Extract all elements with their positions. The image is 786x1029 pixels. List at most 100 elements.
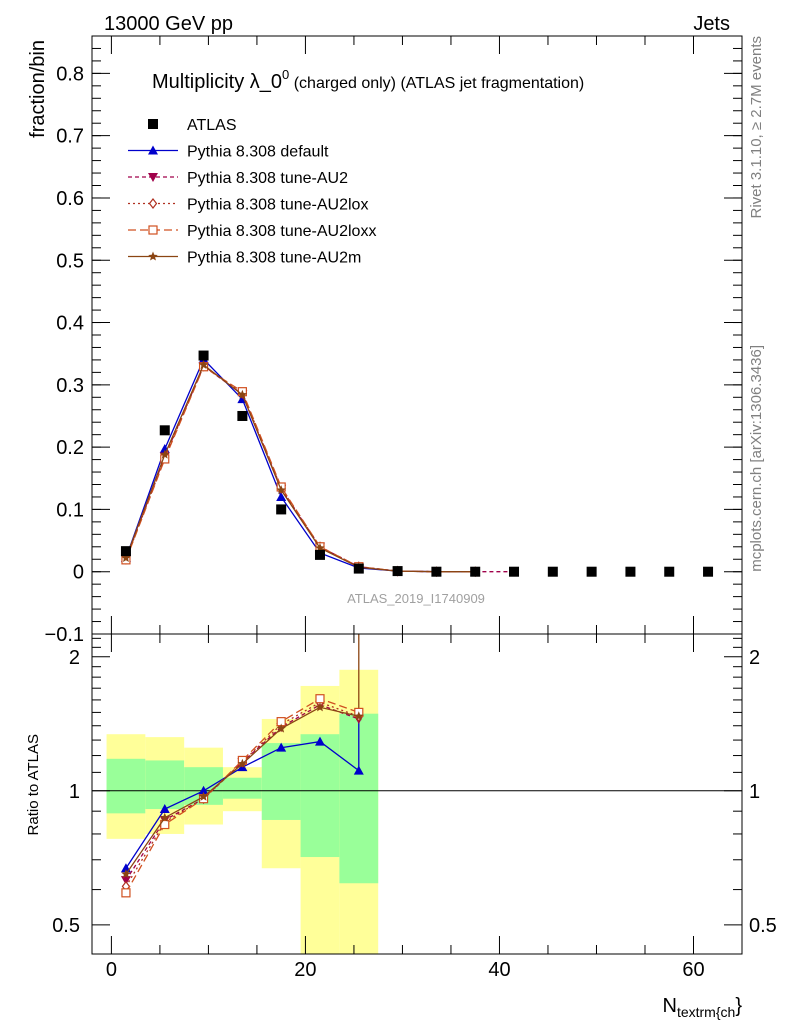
- chart-title-rest: (charged only) (ATLAS jet fragmentation): [289, 75, 584, 92]
- legend-item-2: Pythia 8.308 tune-AU2: [128, 170, 348, 187]
- x-axis-label-close: }: [735, 995, 742, 1017]
- x-axis-label: Ntextrm{ch}: [663, 995, 743, 1020]
- x-axis-label-sub: textrm{ch: [677, 1004, 735, 1020]
- data-point-5: [314, 549, 325, 560]
- ratio-series-4-point-1: [160, 812, 170, 822]
- y-tick-label-ratio-left-0: 0.5: [52, 915, 80, 937]
- legend: ATLAS Pythia 8.308 default Pythia 8.308 tu…: [128, 117, 376, 267]
- series-4-point-5: [315, 543, 325, 553]
- y-tick-label-ratio-left-1: 1: [69, 781, 80, 803]
- legend-item-4: Pythia 8.308 tune-AU2loxx: [128, 223, 376, 240]
- axes: −0.100.10.20.30.40.50.60.70.80 20 40 600.5 0…: [45, 35, 777, 981]
- y-tick-label-main-1: 0: [73, 562, 84, 584]
- data-point-7: [392, 566, 403, 577]
- ratio-series-1-point-0: [120, 876, 131, 886]
- legend-label-4: Pythia 8.308 tune-AU2loxx: [187, 223, 376, 240]
- series-4: [121, 359, 480, 576]
- y-tick-label-ratio-left-2: 2: [69, 647, 80, 669]
- y-tick-label-main-5: 0.4: [56, 313, 84, 335]
- data-points: [120, 350, 714, 577]
- ratio-series-0-point-4: [276, 742, 287, 752]
- series-3: [121, 362, 480, 577]
- series-0: [120, 354, 481, 576]
- data-point-10: [509, 566, 520, 577]
- side-label-mcplots: mcplots.cern.ch [arXiv:1306.3436]: [748, 345, 765, 572]
- band-green-4: [261, 743, 301, 820]
- series-4-line: [125, 363, 476, 573]
- series-4-point-2: [198, 359, 209, 369]
- legend-label-2: Pythia 8.308 tune-AU2: [187, 170, 348, 187]
- series-0-point-4: [276, 491, 287, 501]
- y-tick-label-main-2: 0.1: [56, 499, 84, 521]
- legend-item-5: Pythia 8.308 tune-AU2m: [128, 250, 361, 267]
- ratio-series-4-point-5: [315, 702, 325, 712]
- series-3-line: [125, 365, 476, 573]
- legend-marker-1: [148, 145, 158, 155]
- y-tick-label-ratio-right-0: 0.5: [749, 915, 777, 937]
- y-tick-label-main-6: 0.5: [56, 250, 84, 272]
- legend-label-0: ATLAS: [187, 117, 237, 134]
- legend-marker-2: [148, 173, 158, 182]
- ratio-series-4-point-3: [237, 758, 248, 768]
- ratio-series-4-point-0: [121, 869, 131, 879]
- x-tick-label-2: 40: [488, 959, 510, 981]
- side-label-rivet: Rivet 3.1.10, ≥ 2.7M events: [748, 36, 765, 219]
- data-point-2: [198, 350, 209, 361]
- chart-title-main: Multiplicity λ_0: [152, 71, 282, 93]
- legend-label-1: Pythia 8.308 default: [187, 144, 329, 161]
- band-green-0: [106, 758, 146, 814]
- data-point-3: [237, 410, 248, 421]
- data-point-13: [625, 566, 636, 577]
- header-jets-label: Jets: [693, 13, 730, 35]
- ratio-series-4: [121, 702, 364, 879]
- legend-item-1: Pythia 8.308 default: [128, 144, 329, 161]
- data-point-4: [276, 504, 287, 515]
- data-point-11: [547, 566, 558, 577]
- data-point-8: [431, 566, 442, 577]
- y-axis-label-ratio: Ratio to ATLAS: [25, 734, 42, 835]
- y-tick-label-ratio-right-1: 1: [749, 781, 760, 803]
- legend-marker-4: [148, 225, 158, 235]
- ratio-series-4-point-6: [354, 711, 364, 721]
- series-2-line: [125, 365, 476, 573]
- x-tick-label-3: 60: [682, 959, 704, 981]
- main-series: [120, 350, 714, 578]
- legend-item-0: ATLAS: [148, 117, 237, 134]
- data-point-6: [353, 563, 364, 574]
- ratio-series-0-point-1: [159, 804, 170, 814]
- header-energy-label: 13000 GeV pp: [104, 13, 233, 35]
- ratio-series-0-point-2: [198, 785, 209, 795]
- series-0-line: [125, 358, 476, 573]
- band-green-1: [145, 760, 185, 810]
- band-green-5: [300, 734, 340, 858]
- legend-marker-3: [148, 198, 158, 209]
- y-tick-label-main-8: 0.7: [56, 126, 84, 148]
- x-axis-label-main: N: [663, 995, 677, 1017]
- series-4-point-0: [121, 553, 131, 563]
- legend-marker-5: [148, 251, 158, 261]
- ratio-series-0-point-6: [353, 765, 364, 775]
- legend-item-3: Pythia 8.308 tune-AU2lox: [128, 197, 368, 214]
- legend-label-5: Pythia 8.308 tune-AU2m: [187, 250, 361, 267]
- ratio-series-3-point-0: [121, 888, 131, 898]
- ratio-series-4-point-4: [276, 723, 286, 733]
- ratio-series-3-point-5: [315, 694, 325, 704]
- x-tick-label-1: 20: [294, 959, 316, 981]
- band-green-3: [222, 777, 262, 799]
- y-tick-label-main-4: 0.3: [56, 375, 84, 397]
- data-point-9: [470, 566, 481, 577]
- data-point-15: [703, 566, 714, 577]
- chart-title: Multiplicity λ_00 (charged only) (ATLAS …: [152, 67, 584, 93]
- data-point-12: [586, 566, 597, 577]
- y-tick-label-main-9: 0.8: [56, 63, 84, 85]
- chart-title-superscript: 0: [282, 67, 289, 82]
- ratio-plot-frame: [91, 633, 743, 955]
- series-2: [121, 360, 480, 578]
- y-tick-label-ratio-right-2: 2: [749, 647, 760, 669]
- ratio-bands: [92, 669, 742, 954]
- x-tick-label-0: 0: [106, 959, 117, 981]
- y-tick-label-main-7: 0.6: [56, 188, 84, 210]
- series-4-point-1: [160, 449, 170, 459]
- data-point-1: [159, 425, 170, 436]
